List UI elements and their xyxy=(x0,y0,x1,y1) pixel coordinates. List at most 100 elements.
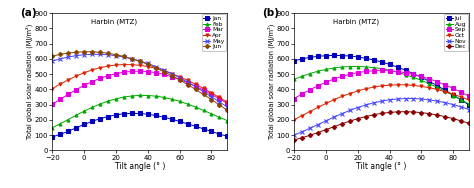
Jul xyxy=(331,54,337,57)
Jan xyxy=(105,115,111,118)
Feb xyxy=(97,103,103,105)
May xyxy=(201,91,206,93)
Nov xyxy=(435,100,440,102)
Line: Jan: Jan xyxy=(51,112,229,139)
Text: (a): (a) xyxy=(20,8,37,18)
Apr xyxy=(81,72,87,74)
Feb xyxy=(121,96,127,98)
Feb xyxy=(113,98,118,100)
Feb xyxy=(129,95,135,97)
Aug xyxy=(363,66,369,68)
Jul xyxy=(458,99,464,101)
Mar xyxy=(89,80,95,83)
Feb xyxy=(185,103,191,105)
Feb xyxy=(145,94,151,97)
Sep xyxy=(299,93,305,95)
Aug xyxy=(419,79,424,82)
Sep xyxy=(339,75,345,78)
May xyxy=(113,55,118,57)
Jan xyxy=(57,133,63,136)
Nov xyxy=(363,104,369,106)
Mar xyxy=(161,73,166,75)
Sep xyxy=(315,85,321,87)
Apr xyxy=(177,76,182,78)
Aug xyxy=(395,71,401,74)
Aug xyxy=(403,74,409,76)
Dec xyxy=(443,116,448,118)
Nov xyxy=(443,102,448,104)
Mar xyxy=(105,75,111,77)
Apr xyxy=(137,64,143,66)
Apr xyxy=(201,87,206,90)
Dec xyxy=(363,115,369,118)
Oct xyxy=(458,96,464,98)
Oct xyxy=(450,93,456,96)
Oct xyxy=(299,114,305,117)
Mar xyxy=(153,71,158,74)
Apr xyxy=(113,64,118,66)
Oct xyxy=(435,88,440,91)
Apr xyxy=(65,79,71,81)
Apr xyxy=(145,65,151,68)
Feb xyxy=(209,113,214,115)
Oct xyxy=(347,92,353,95)
Feb xyxy=(49,127,55,129)
Nov xyxy=(395,98,401,100)
Feb xyxy=(193,106,199,108)
Oct xyxy=(363,88,369,90)
Jul xyxy=(443,89,448,91)
Feb xyxy=(201,109,206,111)
May xyxy=(97,53,103,55)
Line: Oct: Oct xyxy=(292,83,471,121)
Jun xyxy=(209,99,214,101)
X-axis label: Tilt angle (° ): Tilt angle (° ) xyxy=(115,162,165,171)
Nov xyxy=(403,97,409,100)
Dec xyxy=(435,114,440,116)
Jul xyxy=(315,55,321,58)
Dec xyxy=(387,111,392,114)
Jun xyxy=(129,58,135,60)
Oct xyxy=(315,106,321,108)
Mar xyxy=(129,70,135,73)
Sep xyxy=(410,73,416,76)
Sep xyxy=(363,70,369,73)
Nov xyxy=(427,99,432,101)
Jan xyxy=(49,136,55,138)
Apr xyxy=(209,92,214,94)
Aug xyxy=(450,94,456,97)
Nov xyxy=(410,97,416,100)
Sep xyxy=(458,91,464,93)
Mar xyxy=(81,84,87,86)
Sep xyxy=(355,71,361,74)
Line: Nov: Nov xyxy=(292,97,471,137)
Sep xyxy=(331,78,337,80)
Legend: Jan, Feb, Mar, Apr, May, Jun: Jan, Feb, Mar, Apr, May, Jun xyxy=(202,14,226,51)
Sep xyxy=(291,97,297,100)
Apr xyxy=(217,96,222,99)
Aug xyxy=(355,65,361,68)
Line: Aug: Aug xyxy=(292,65,471,106)
Jul xyxy=(363,57,369,59)
Oct xyxy=(387,84,392,86)
Aug xyxy=(410,76,416,78)
Jul xyxy=(403,69,409,71)
Mar xyxy=(169,75,174,78)
Jul xyxy=(450,94,456,96)
Sep xyxy=(371,70,376,72)
Jan xyxy=(209,130,214,133)
Jan xyxy=(185,123,191,125)
Jul xyxy=(410,73,416,75)
Mar xyxy=(217,98,222,100)
Jan xyxy=(113,114,118,116)
Jun xyxy=(49,55,55,57)
May xyxy=(73,55,79,57)
Jan xyxy=(73,127,79,129)
Mar xyxy=(121,71,127,73)
Mar xyxy=(49,103,55,105)
May xyxy=(137,60,143,62)
Aug xyxy=(323,68,328,70)
May xyxy=(153,65,158,68)
Oct xyxy=(410,84,416,86)
Oct xyxy=(307,110,313,113)
Jun xyxy=(137,60,143,62)
